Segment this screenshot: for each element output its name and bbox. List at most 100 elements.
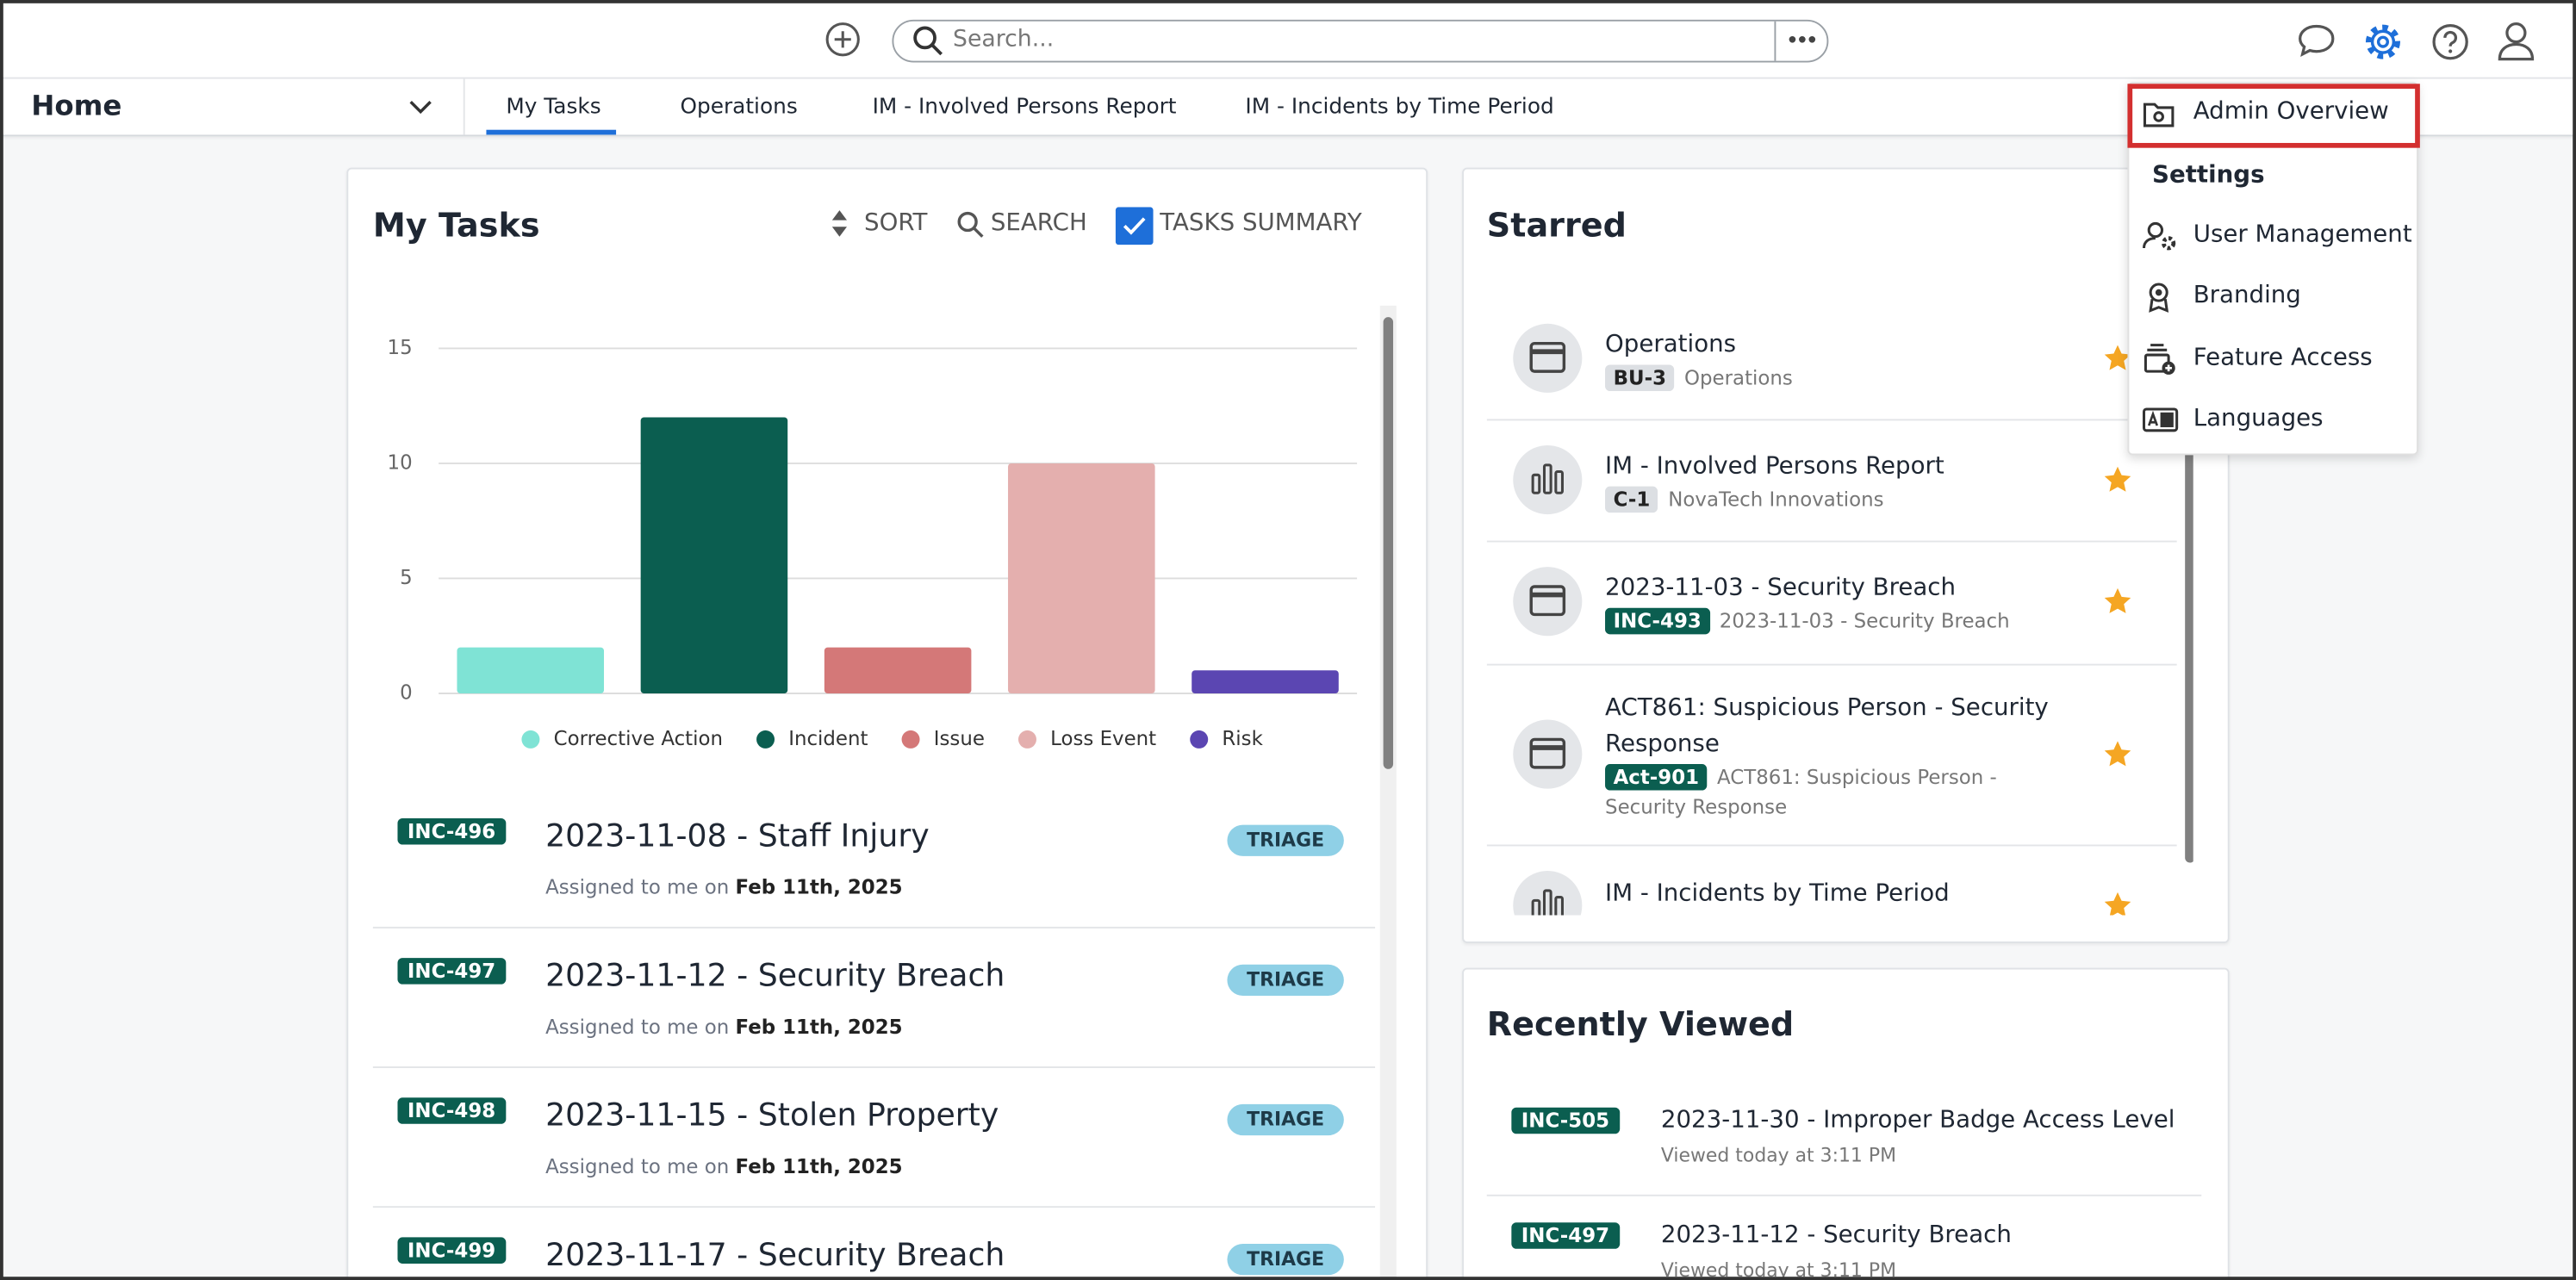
legend-swatch	[1017, 730, 1036, 749]
starred-card	[1462, 167, 2230, 943]
active-tab-indicator	[486, 129, 617, 135]
item-sub: ACT861: Suspicious Person - Security Res…	[1605, 765, 1997, 818]
starred-item[interactable]: Operations BU-3 Operations	[1605, 327, 2081, 393]
sort-icon[interactable]	[830, 208, 849, 238]
tasks-chart: 0 5 10 15 Corrective Action Incident Issue Loss…	[388, 337, 1358, 750]
sort-button[interactable]: SORT	[864, 210, 928, 237]
item-sub: Operations	[1684, 366, 1793, 390]
assigned-text: Assigned to me on	[545, 1155, 730, 1178]
user-icon[interactable]	[2496, 20, 2537, 63]
search-box[interactable]	[892, 19, 1829, 63]
starred-item[interactable]: IM - Involved Persons Report C-1 NovaTech …	[1605, 449, 2081, 514]
task-assigned: Assigned to me on Feb 11th, 2025	[545, 1155, 902, 1178]
status-pill: TRIAGE	[1227, 1103, 1344, 1136]
task-title[interactable]: 2023-11-08 - Staff Injury	[545, 817, 930, 854]
summary-toggle[interactable]: TASKS SUMMARY	[1160, 210, 1362, 237]
task-id-badge: INC-496	[397, 817, 506, 845]
admin-overview[interactable]: Admin Overview	[2193, 98, 2389, 125]
item-icon	[1513, 567, 1583, 637]
settings-heading: Settings	[2152, 162, 2265, 190]
menu-item[interactable]: Feature Access	[2193, 345, 2373, 371]
legend-label: Issue	[934, 728, 985, 750]
item-name[interactable]: 2023-11-30 - Improper Badge Access Level	[1660, 1107, 2175, 1134]
top-bar	[0, 0, 2576, 79]
task-id-badge: INC-499	[397, 1237, 506, 1264]
more-button[interactable]	[1784, 27, 1820, 53]
help-icon[interactable]	[2430, 22, 2471, 63]
chat-icon[interactable]	[2297, 23, 2336, 59]
scrollbar[interactable]	[1383, 317, 1394, 769]
add-button[interactable]	[824, 22, 861, 58]
menu-icon	[2149, 283, 2169, 314]
row-divider	[1486, 1194, 2202, 1196]
item-icon	[1513, 719, 1583, 789]
y-tick-label: 15	[388, 337, 413, 359]
scrollbar[interactable]	[2185, 295, 2193, 863]
menu-item[interactable]: Languages	[2193, 406, 2324, 433]
nav-tab[interactable]: IM - Incidents by Time Period	[1245, 95, 1554, 121]
item-meta: INC-493 2023-11-03 - Security Breach	[1605, 606, 2081, 636]
item-badge: INC-505	[1511, 1107, 1620, 1134]
menu-item[interactable]: Branding	[2193, 283, 2301, 310]
item-badge: INC-497	[1511, 1222, 1620, 1249]
menu-icon	[2144, 343, 2175, 375]
legend-swatch	[1190, 730, 1209, 749]
item-meta: BU-3 Operations	[1605, 363, 2081, 393]
legend-swatch	[521, 730, 540, 749]
task-id-badge: INC-497	[397, 958, 506, 985]
item-meta: C-1 NovaTech Innovations	[1605, 485, 2081, 514]
card-title: Starred	[1486, 205, 1627, 245]
menu-icon	[2142, 221, 2176, 251]
bar	[457, 647, 605, 694]
item-name: IM - Involved Persons Report	[1605, 453, 1944, 481]
divider	[463, 78, 465, 135]
star-icon	[2104, 587, 2131, 613]
star-icon	[2104, 345, 2131, 370]
nav-tab[interactable]: Operations	[680, 95, 798, 121]
starred-item[interactable]: ACT861: Suspicious Person - Security Res…	[1605, 690, 2081, 822]
status-pill: TRIAGE	[1227, 1244, 1344, 1276]
starred-item[interactable]: IM - Incidents by Time Period	[1605, 876, 2081, 912]
assigned-date: Feb 11th, 2025	[735, 875, 903, 899]
legend-label: Incident	[788, 728, 868, 750]
star-icon	[2104, 741, 2131, 767]
bar	[824, 647, 972, 694]
home-dropdown[interactable]	[408, 97, 434, 117]
settings-icon[interactable]	[2362, 22, 2404, 63]
item-name[interactable]: 2023-11-12 - Security Breach	[1660, 1222, 2012, 1249]
star-icon	[2104, 466, 2131, 492]
task-title[interactable]: 2023-11-12 - Security Breach	[545, 958, 1005, 995]
row-divider	[1486, 844, 2177, 847]
task-assigned: Assigned to me on Feb 11th, 2025	[545, 876, 902, 899]
menu-item[interactable]: User Management	[2193, 221, 2412, 249]
item-badge: Act-901	[1605, 764, 1708, 791]
summary-checkbox[interactable]	[1115, 207, 1154, 245]
nav-tab[interactable]: My Tasks	[506, 95, 601, 121]
item-sub: 2023-11-03 - Security Breach	[1719, 609, 2010, 633]
admin-icon	[2143, 103, 2175, 127]
y-tick-label: 10	[388, 451, 413, 474]
star-icon	[2104, 892, 2131, 916]
starred-item[interactable]: 2023-11-03 - Security Breach INC-493 2023-…	[1605, 570, 2081, 636]
y-tick-label: 5	[400, 567, 413, 589]
task-title[interactable]: 2023-11-17 - Security Breach	[545, 1237, 1005, 1274]
nav-tab[interactable]: IM - Involved Persons Report	[872, 95, 1177, 121]
search-icon	[913, 26, 943, 56]
item-name: 2023-11-03 - Security Breach	[1605, 575, 1957, 602]
home-label[interactable]: Home	[31, 90, 122, 124]
item-icon	[1513, 444, 1583, 515]
y-tick-label: 0	[400, 682, 413, 705]
bar	[640, 417, 788, 694]
menu-icon	[2142, 407, 2179, 432]
search-icon	[957, 211, 984, 238]
row-divider	[372, 926, 1376, 929]
item-meta: Act-901 ACT861: Suspicious Person - Secur…	[1605, 762, 2081, 822]
item-sub: NovaTech Innovations	[1668, 488, 1884, 512]
legend-swatch	[756, 730, 775, 749]
search-button[interactable]: SEARCH	[990, 210, 1087, 237]
task-title[interactable]: 2023-11-15 - Stolen Property	[545, 1097, 999, 1134]
assigned-text: Assigned to me on	[545, 875, 730, 899]
assigned-text: Assigned to me on	[545, 1015, 730, 1039]
